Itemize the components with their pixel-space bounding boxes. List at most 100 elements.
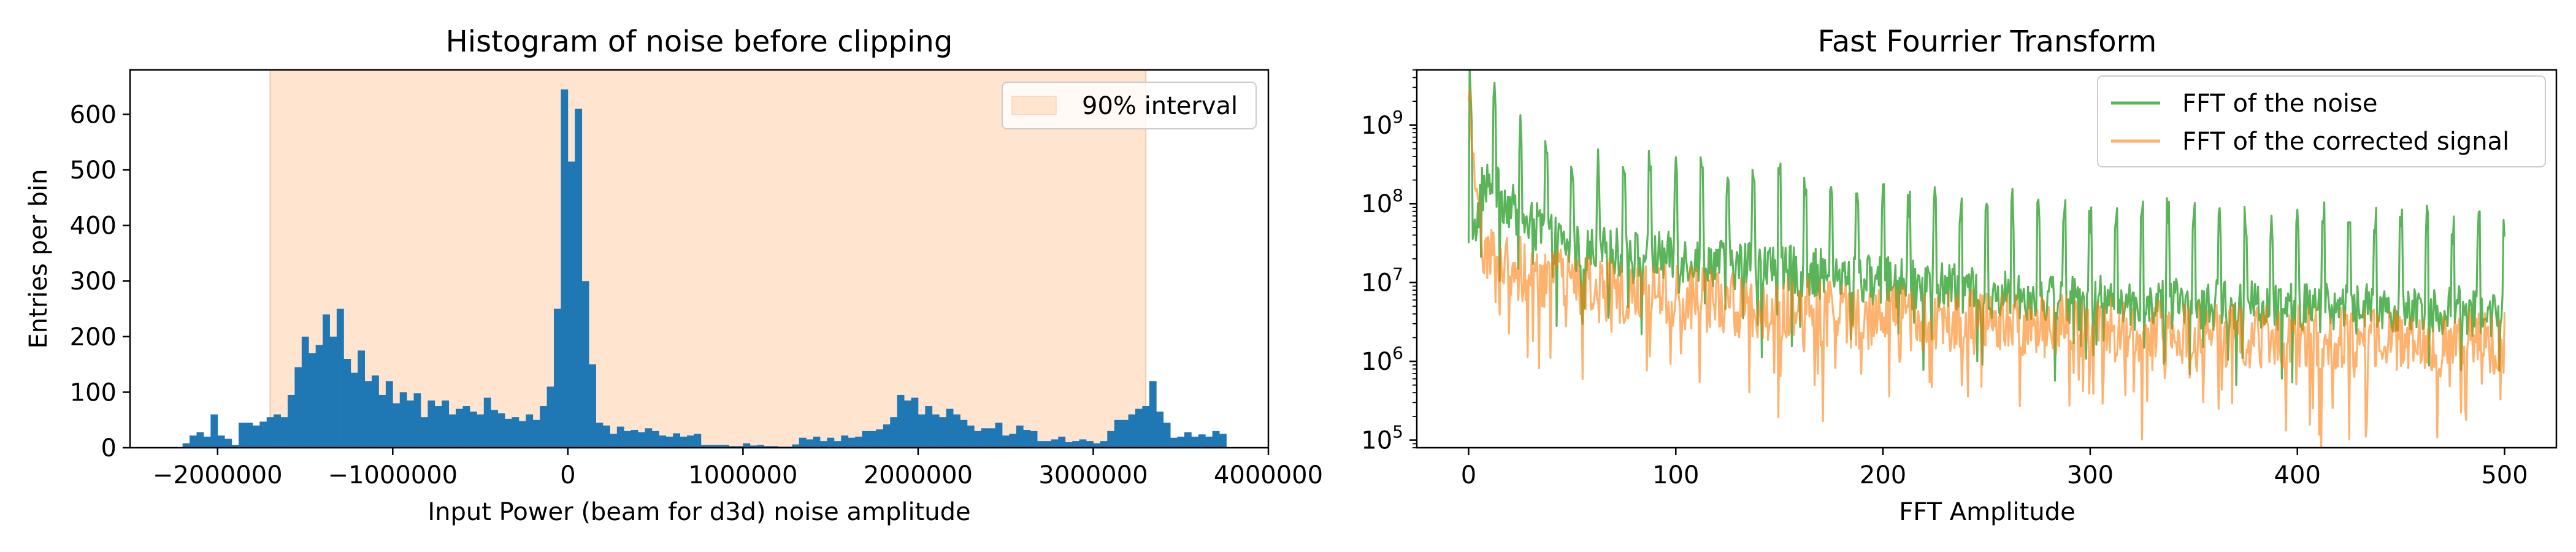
histogram-bar bbox=[364, 381, 372, 448]
histogram-bar bbox=[358, 350, 366, 448]
histogram-bar bbox=[749, 445, 757, 448]
histogram-bar bbox=[813, 436, 821, 448]
histogram-bar bbox=[918, 414, 926, 448]
histogram-bar bbox=[1156, 412, 1164, 448]
histogram-x-axis-label: Input Power (beam for d3d) noise amplitu… bbox=[427, 498, 970, 526]
histogram-bar bbox=[456, 408, 463, 448]
y-tick-label: 600 bbox=[70, 101, 117, 129]
histogram-bar bbox=[743, 443, 751, 448]
histogram-bar bbox=[1177, 436, 1185, 448]
fft-x-ticks: 0 100 200 300 400 500 bbox=[1461, 448, 2528, 489]
histogram-bar bbox=[350, 372, 358, 448]
histogram-bar bbox=[483, 397, 491, 448]
histogram-bar bbox=[806, 439, 813, 448]
interval-span-layer bbox=[269, 69, 1147, 448]
histogram-bar bbox=[638, 432, 645, 448]
histogram-bar bbox=[309, 353, 316, 448]
histogram-bar bbox=[1205, 436, 1213, 448]
histogram-y-axis-label: Entries per bin bbox=[25, 169, 53, 348]
histogram-bar bbox=[700, 445, 708, 448]
histogram-bar bbox=[1044, 441, 1052, 448]
fft-x-axis-label: FFT Amplitude bbox=[1899, 498, 2075, 526]
x-tick-label: −2000000 bbox=[153, 461, 283, 489]
histogram-bar bbox=[1198, 434, 1206, 448]
legend-label-corrected-signal: FFT of the corrected signal bbox=[2182, 128, 2509, 156]
histogram-bar bbox=[343, 359, 351, 448]
histogram-bar bbox=[477, 414, 485, 448]
histogram-bar bbox=[680, 436, 688, 448]
histogram-bar bbox=[287, 394, 295, 448]
histogram-bar bbox=[820, 441, 827, 448]
histogram-bar bbox=[1058, 436, 1066, 448]
histogram-bar bbox=[1184, 432, 1192, 448]
histogram-bar bbox=[217, 435, 225, 448]
histogram-bar bbox=[497, 413, 505, 448]
histogram-bar bbox=[834, 441, 841, 448]
histogram-legend: 90% interval bbox=[1002, 82, 1257, 129]
histogram-bar bbox=[1009, 434, 1017, 448]
histogram-bar bbox=[581, 281, 589, 448]
histogram-bar bbox=[1093, 443, 1101, 448]
histogram-bar bbox=[294, 367, 302, 448]
x-tick-label: 2000000 bbox=[864, 461, 973, 489]
histogram-bar bbox=[385, 381, 393, 448]
histogram-bar bbox=[735, 446, 743, 448]
histogram-bar bbox=[1030, 431, 1038, 448]
histogram-bar bbox=[540, 406, 547, 448]
y-tick-label: 0 bbox=[101, 434, 117, 462]
histogram-bars bbox=[182, 89, 1227, 448]
fft-series-lines bbox=[1467, 70, 2506, 448]
histogram-bar bbox=[645, 428, 653, 448]
histogram-bar bbox=[252, 425, 260, 448]
histogram-bar bbox=[1023, 430, 1031, 448]
histogram-bar bbox=[231, 445, 239, 448]
histogram-bar bbox=[589, 364, 596, 448]
histogram-bar bbox=[1086, 441, 1094, 448]
histogram-bar bbox=[420, 417, 428, 448]
histogram-bar bbox=[764, 446, 772, 448]
histogram-bar bbox=[624, 431, 632, 448]
histogram-bar bbox=[651, 431, 659, 448]
histogram-bar bbox=[883, 424, 891, 448]
x-tick-label: 3000000 bbox=[1038, 461, 1148, 489]
histogram-bar bbox=[946, 408, 954, 448]
histogram-bar bbox=[757, 445, 765, 448]
y-tick-label: 500 bbox=[70, 156, 117, 185]
histogram-bar bbox=[266, 417, 274, 448]
interval-span bbox=[269, 69, 1147, 448]
histogram-bar bbox=[729, 446, 737, 448]
histogram-bar bbox=[301, 336, 309, 448]
histogram-x-ticks: −2000000 −1000000 0 1000000 2000000 3000000 40… bbox=[153, 448, 1323, 489]
histogram-bar bbox=[182, 443, 190, 448]
histogram-bar bbox=[792, 444, 800, 448]
histogram-bar bbox=[274, 414, 281, 448]
histogram-bar bbox=[1016, 425, 1024, 448]
histogram-bar bbox=[827, 437, 835, 448]
legend-label-interval: 90% interval bbox=[1082, 92, 1238, 120]
histogram-bar bbox=[336, 309, 344, 448]
histogram-bar bbox=[372, 375, 379, 448]
histogram-bar bbox=[491, 410, 499, 448]
histogram-bar bbox=[561, 89, 569, 448]
histogram-bar bbox=[567, 161, 575, 448]
histogram-bar bbox=[911, 397, 919, 448]
histogram-bar bbox=[995, 423, 1003, 448]
histogram-bar bbox=[799, 437, 807, 448]
fft-series-line bbox=[1467, 88, 2506, 448]
histogram-bar bbox=[616, 426, 624, 448]
histogram-bar bbox=[771, 446, 778, 448]
histogram-bar bbox=[981, 428, 989, 448]
histogram-bar bbox=[1191, 436, 1199, 448]
x-tick-label: 4000000 bbox=[1214, 461, 1323, 489]
x-tick-label: 200 bbox=[1860, 461, 1906, 489]
fft-legend: FFT of the noise FFT of the corrected si… bbox=[2097, 75, 2546, 167]
histogram-bar bbox=[967, 425, 975, 448]
histogram-bar bbox=[687, 435, 694, 448]
histogram-bar bbox=[841, 435, 849, 448]
y-tick-label: 100 bbox=[70, 378, 117, 407]
histogram-bar bbox=[897, 394, 905, 448]
x-tick-label: 0 bbox=[1461, 461, 1476, 489]
histogram-bar bbox=[239, 423, 246, 448]
histogram-bar bbox=[1163, 423, 1171, 448]
